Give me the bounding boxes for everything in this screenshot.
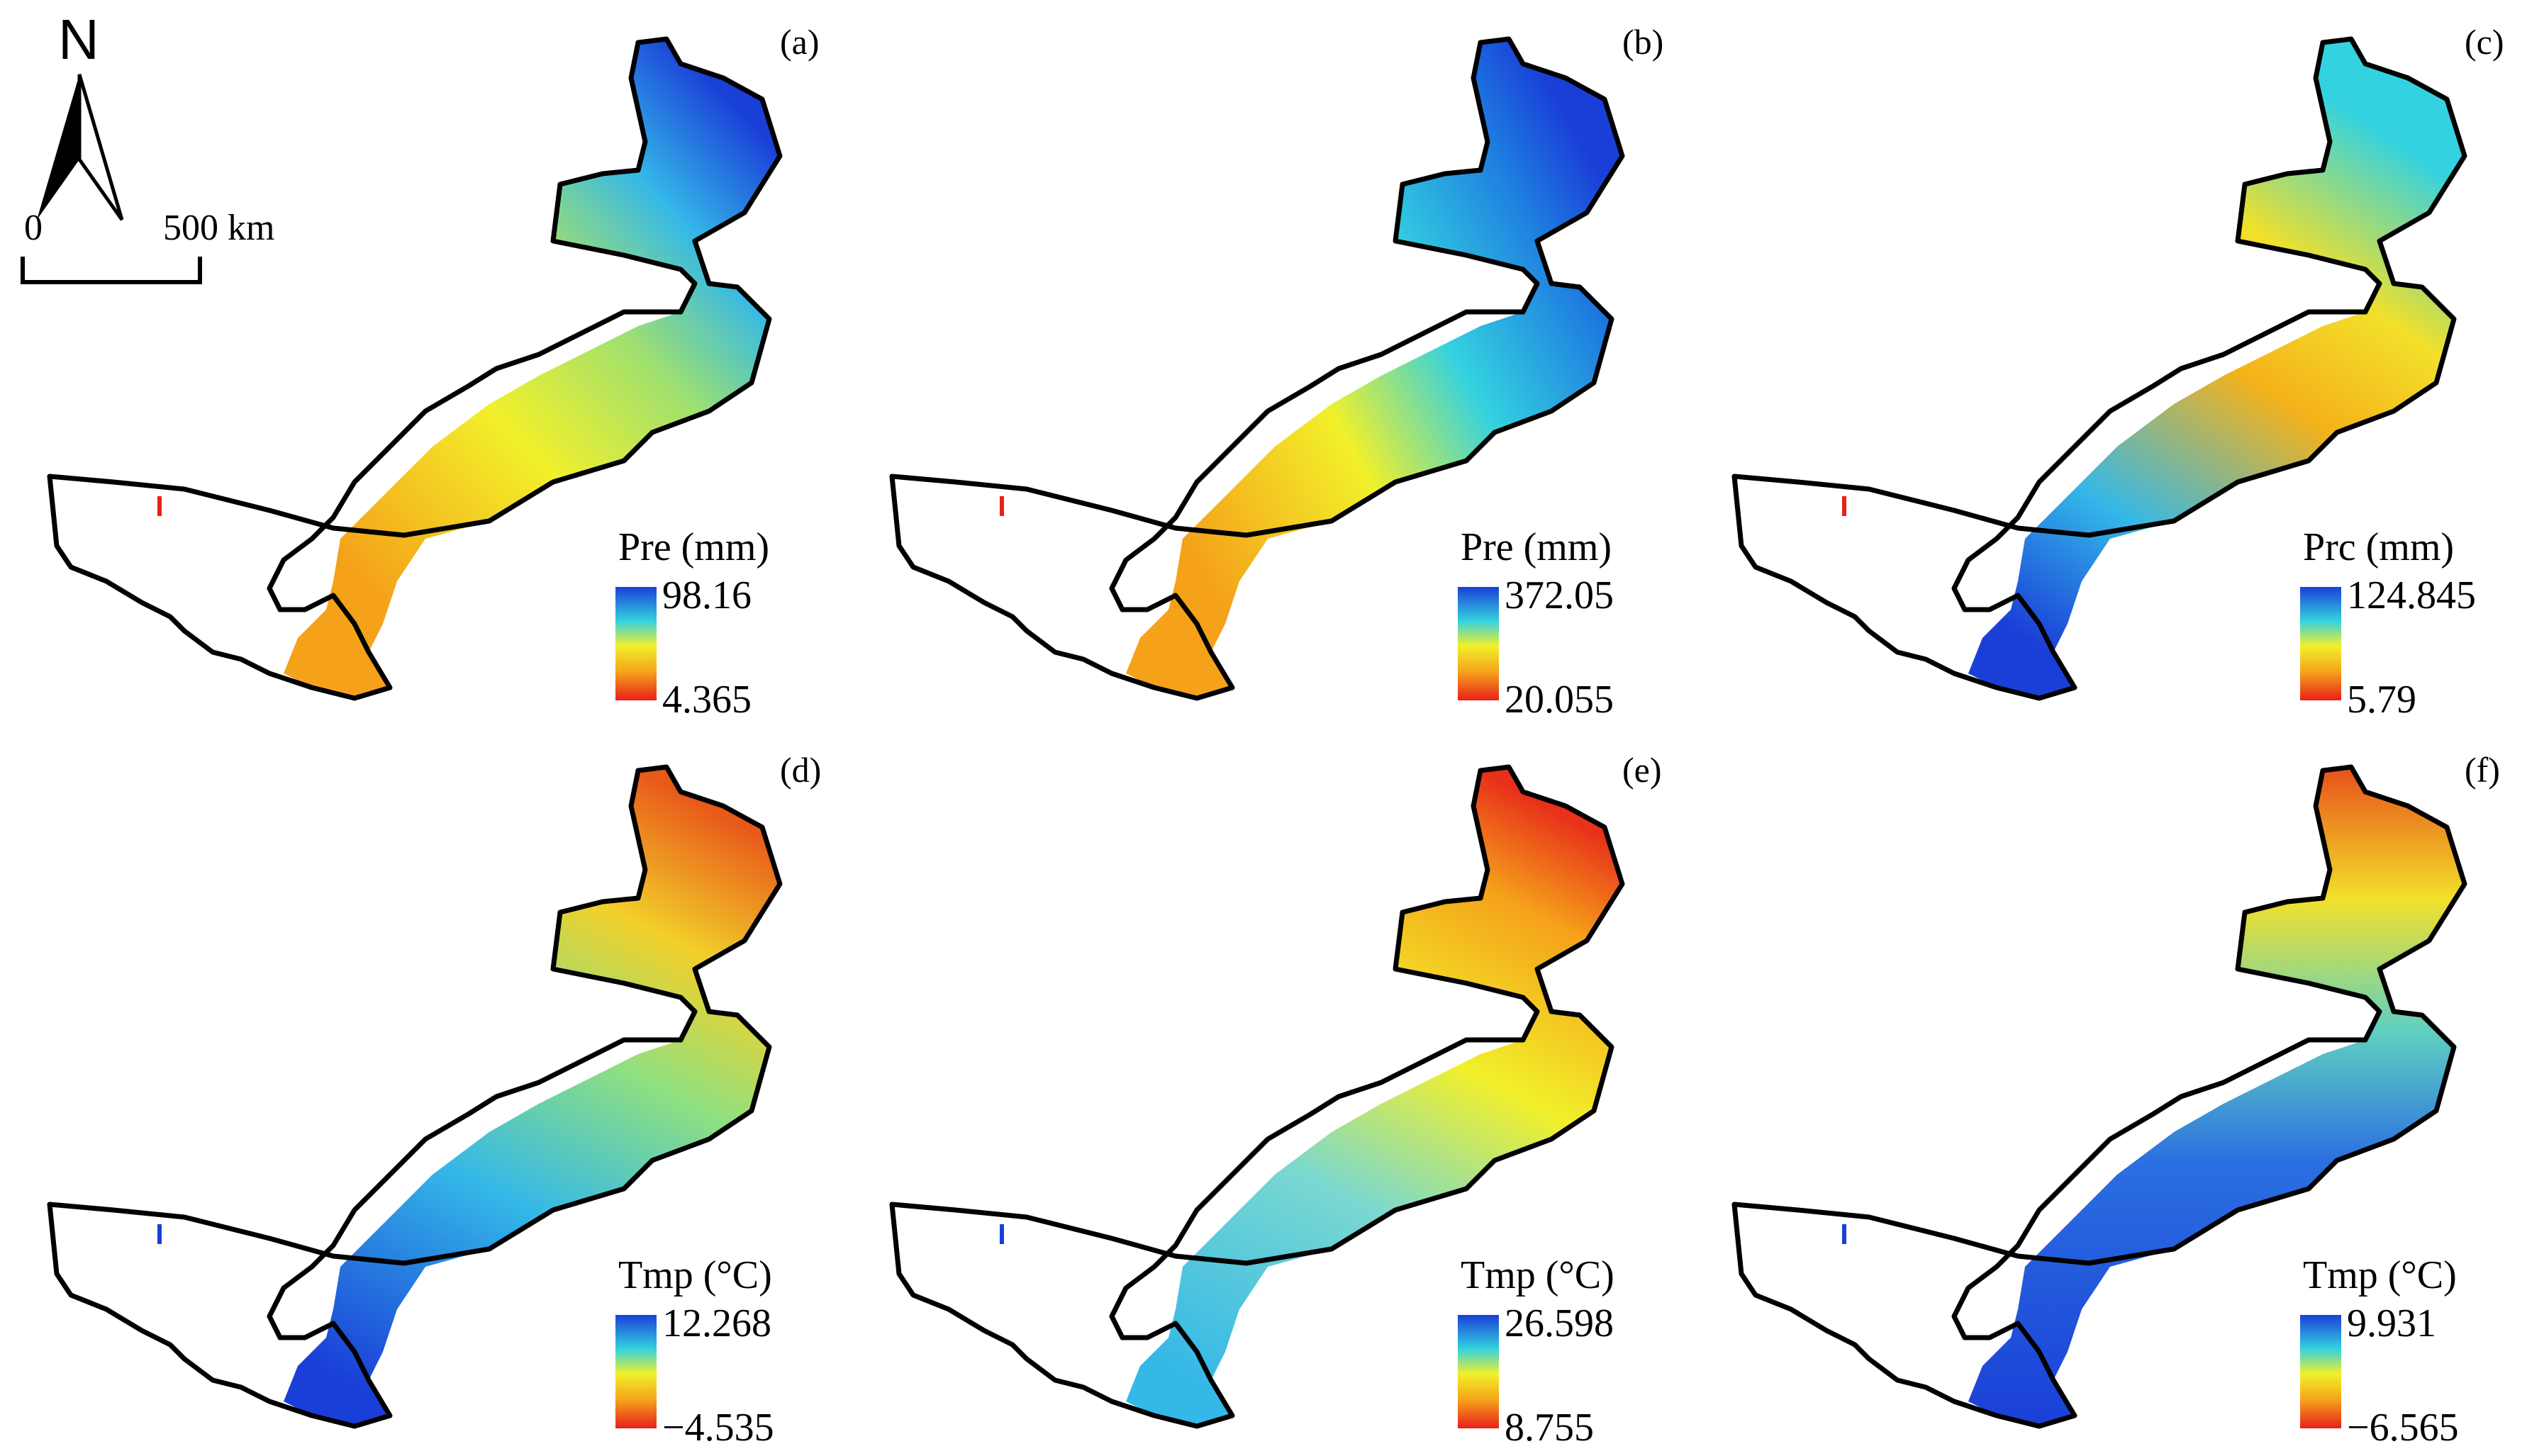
region-map [889, 36, 1625, 701]
legend-max-value: 372.05 [1505, 573, 1614, 617]
region-outline [889, 764, 1625, 1429]
map-panel-e: (e) Tmp (°C) 26.598 8.755 [842, 728, 1685, 1456]
legend-min-value: −6.565 [2347, 1406, 2459, 1450]
panel-label: (c) [2465, 22, 2504, 62]
legend-colorbar [615, 1315, 657, 1428]
legend-max-value: 26.598 [1505, 1301, 1614, 1345]
region-map [47, 36, 783, 701]
map-panel-d: (d) Tmp (°C) 12.268 −4.535 [0, 728, 842, 1456]
legend-title: Tmp (°C) [1461, 1253, 1614, 1297]
legend-colorbar [1458, 587, 1499, 700]
map-panel-b: (b) Pre (mm) 372.05 20.055 [842, 0, 1685, 728]
panel-label: (b) [1622, 22, 1664, 62]
legend-title: Prc (mm) [2303, 525, 2455, 569]
scale-end-label: 500 km [163, 208, 275, 248]
panel-label: (f) [2465, 750, 2500, 790]
legend-max-value: 12.268 [662, 1301, 771, 1345]
legend-colorbar [615, 587, 657, 700]
legend-max-value: 9.931 [2347, 1301, 2436, 1345]
legend-title: Pre (mm) [618, 525, 770, 569]
water-body [157, 1224, 162, 1244]
region-map [1731, 36, 2467, 701]
legend-colorbar [1458, 1315, 1499, 1428]
map-panel-c: (c) Prc (mm) 124.845 5.79 [1685, 0, 2527, 728]
region-map [1731, 764, 2467, 1429]
legend-title: Pre (mm) [1461, 525, 1612, 569]
region-outline [47, 764, 783, 1429]
legend-max-value: 124.845 [2347, 573, 2476, 617]
map-panel-a: (a) Pre (mm) 98.16 4.365 [0, 0, 842, 728]
legend-title: Tmp (°C) [618, 1253, 772, 1297]
panel-label: (a) [780, 22, 820, 62]
panel-label: (d) [780, 750, 822, 790]
legend-min-value: −4.535 [662, 1406, 774, 1450]
region-outline [1731, 36, 2467, 701]
legend-min-value: 5.79 [2347, 678, 2416, 722]
region-map [889, 764, 1625, 1429]
panel-label: (e) [1622, 750, 1662, 790]
water-body [1842, 496, 1846, 516]
water-body [1000, 496, 1004, 516]
legend-min-value: 8.755 [1505, 1406, 1594, 1450]
legend-title: Tmp (°C) [2303, 1253, 2457, 1297]
region-outline [889, 36, 1625, 701]
water-body [1000, 1224, 1004, 1244]
legend-colorbar [2300, 587, 2341, 700]
scale-start-label: 0 [24, 208, 43, 248]
water-body [1842, 1224, 1846, 1244]
legend-colorbar [2300, 1315, 2341, 1428]
region-outline [1731, 764, 2467, 1429]
north-letter: N [58, 8, 99, 71]
map-panel-f: (f) Tmp (°C) 9.931 −6.565 [1685, 728, 2527, 1456]
north-arrow-icon [21, 74, 202, 284]
region-outline [47, 36, 783, 701]
legend-max-value: 98.16 [662, 573, 752, 617]
north-arrow-scalebar: N 0 500 km [14, 7, 274, 291]
legend-min-value: 4.365 [662, 678, 752, 722]
region-map [47, 764, 783, 1429]
water-body [157, 496, 162, 516]
legend-min-value: 20.055 [1505, 678, 1614, 722]
